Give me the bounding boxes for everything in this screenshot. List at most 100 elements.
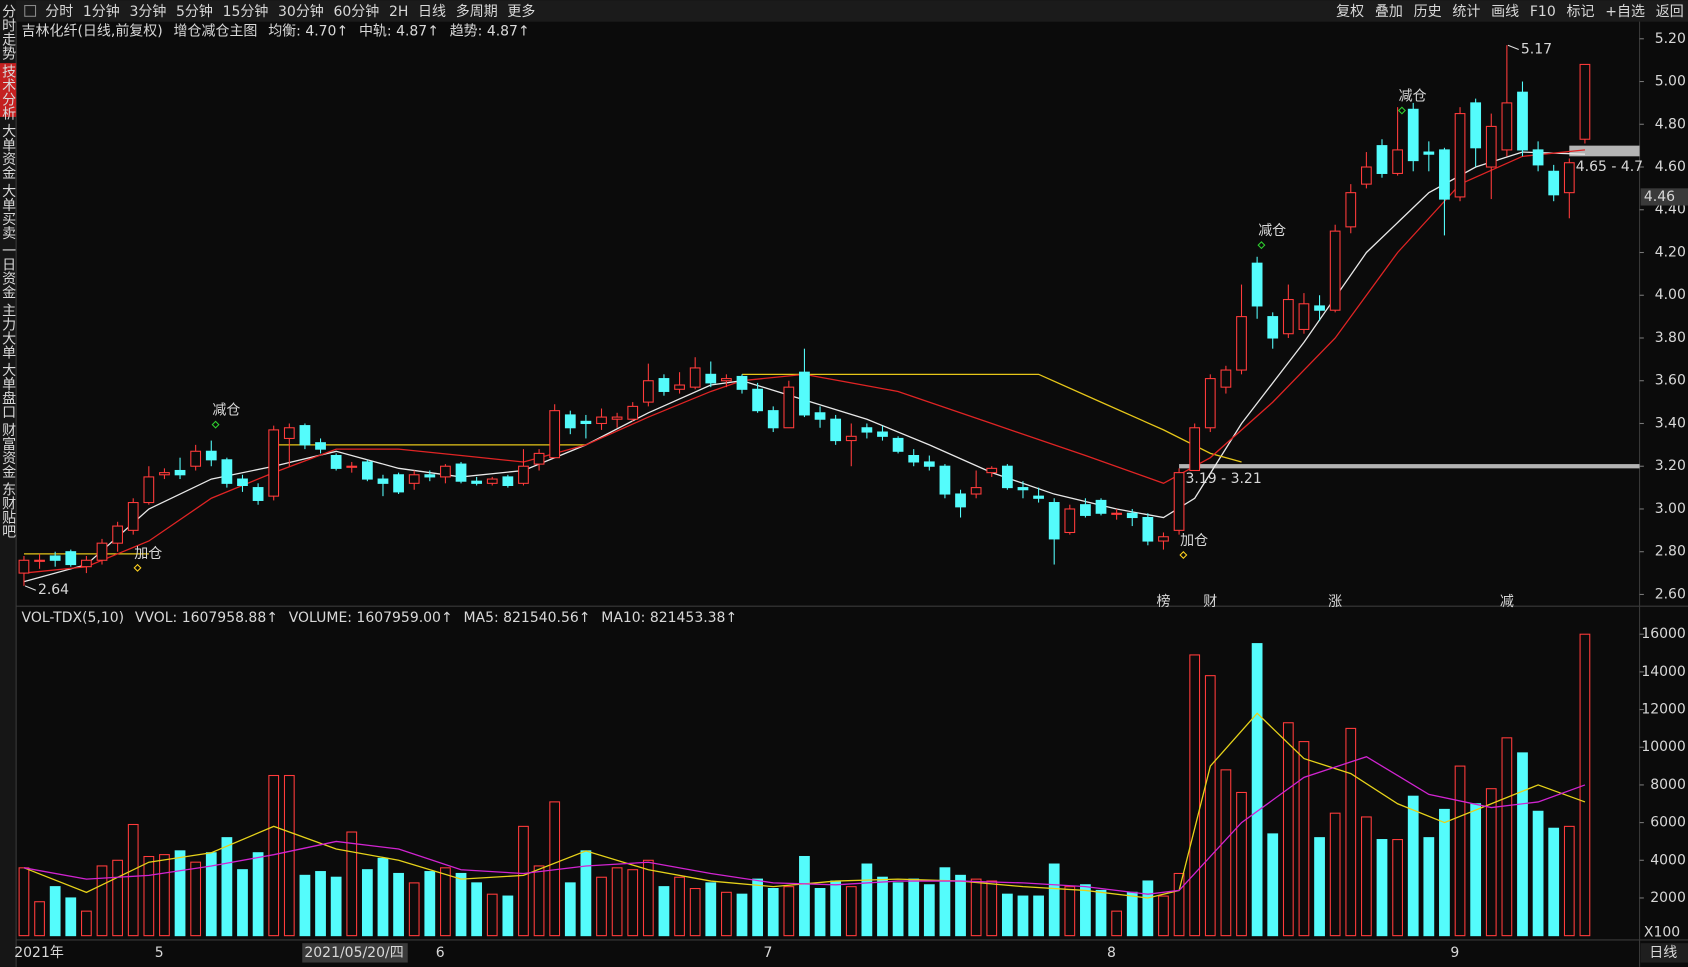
legend-text: 中轨: 4.87↑ bbox=[359, 23, 439, 39]
candle-body bbox=[65, 551, 77, 566]
toolbar-tab[interactable]: 60分钟 bbox=[333, 3, 379, 20]
candle-body bbox=[1439, 149, 1450, 200]
volume-bar bbox=[1282, 722, 1294, 937]
y-tick-label: 3.40 bbox=[1655, 415, 1686, 431]
candle-body bbox=[1392, 149, 1403, 174]
legend-text: VOLUME: 1607959.00↑ bbox=[289, 610, 453, 626]
toolbar-button[interactable]: 叠加 bbox=[1375, 4, 1403, 20]
volume-bar bbox=[1298, 741, 1310, 937]
toolbar-button[interactable]: 复权 bbox=[1336, 3, 1364, 20]
toolbar bbox=[0, 0, 1688, 22]
volume-bar bbox=[408, 882, 420, 937]
sidebar bbox=[0, 0, 17, 967]
volume-bar bbox=[221, 837, 233, 937]
y-tick-label: 4.60 bbox=[1655, 159, 1686, 175]
volume-bar bbox=[1142, 880, 1154, 937]
candle-body bbox=[1298, 303, 1310, 330]
candle-body bbox=[1470, 102, 1482, 149]
candle-body bbox=[1314, 305, 1325, 311]
event-marker[interactable]: 财 bbox=[1203, 594, 1217, 610]
candle-body bbox=[315, 442, 326, 450]
toolbar-button[interactable]: F10 bbox=[1530, 4, 1556, 20]
toolbar-button[interactable]: +自选 bbox=[1605, 4, 1645, 20]
y-tick-label: 3.60 bbox=[1655, 373, 1686, 389]
toolbar-tab[interactable]: 分时 bbox=[45, 4, 73, 20]
sidebar-tab[interactable]: 东财贴吧 bbox=[0, 482, 16, 538]
toolbar-tab[interactable]: 更多 bbox=[507, 3, 535, 20]
candle-body bbox=[174, 469, 186, 476]
period-label[interactable]: 日线 bbox=[1649, 945, 1677, 961]
event-marker[interactable]: 减 bbox=[1500, 594, 1514, 610]
toolbar-button[interactable]: 历史 bbox=[1414, 4, 1442, 20]
sidebar-tab[interactable]: 主力大单 bbox=[0, 303, 16, 359]
sidebar-selected bbox=[0, 63, 17, 117]
sidebar-tab[interactable]: 大单资金 bbox=[0, 124, 16, 180]
legend-text: 均衡: 4.70↑ bbox=[268, 23, 348, 39]
sidebar-tab[interactable]: 技术分析 bbox=[0, 64, 16, 120]
volume-bar bbox=[627, 869, 639, 937]
sidebar-tab[interactable]: 分时走势 bbox=[0, 4, 16, 61]
volume-bar bbox=[596, 876, 607, 937]
volume-bar bbox=[455, 872, 467, 937]
candle-body bbox=[1485, 125, 1497, 168]
candle-body bbox=[330, 455, 342, 469]
sidebar-tab[interactable]: 一日资金 bbox=[0, 243, 16, 299]
toolbar-button[interactable]: 标记 bbox=[1567, 4, 1595, 20]
volume-bar bbox=[299, 874, 311, 937]
volume-bar bbox=[174, 850, 186, 937]
candle-body bbox=[549, 410, 561, 459]
y-tick-label: 3.00 bbox=[1655, 501, 1686, 517]
legend-text: MA10: 821453.38↑ bbox=[601, 610, 737, 626]
candle-body bbox=[892, 437, 904, 452]
candle-body bbox=[721, 378, 732, 382]
toolbar-tab[interactable]: 2H bbox=[389, 4, 408, 20]
volume-bar bbox=[1392, 839, 1403, 937]
candle-body bbox=[1267, 316, 1279, 339]
toolbar-tab[interactable]: 日线 bbox=[418, 4, 446, 20]
sidebar-tab[interactable]: 财富资金 bbox=[0, 423, 16, 479]
y-tick-label: 4.40 bbox=[1655, 202, 1686, 218]
candle-body bbox=[455, 463, 467, 482]
volume-bar bbox=[1517, 752, 1528, 937]
extreme-leader bbox=[1507, 44, 1519, 50]
toolbar-button[interactable]: 返回 bbox=[1656, 4, 1684, 20]
toolbar-tab[interactable]: 5分钟 bbox=[176, 3, 213, 20]
sidebar-tab[interactable]: 大单买卖 bbox=[0, 184, 16, 240]
candle-body bbox=[1204, 378, 1216, 429]
volume-bar bbox=[112, 859, 123, 937]
candle-body bbox=[1001, 465, 1013, 489]
candle-body bbox=[580, 420, 592, 425]
signal-marker bbox=[1397, 106, 1406, 115]
candle-body bbox=[237, 478, 248, 487]
y-tick-label: 5.20 bbox=[1655, 31, 1686, 47]
candle-body bbox=[1080, 504, 1091, 516]
event-marker[interactable]: 榜 bbox=[1156, 593, 1170, 610]
candle-body bbox=[752, 388, 763, 412]
toolbar-tab[interactable]: 1分钟 bbox=[83, 3, 120, 20]
toolbar-tab[interactable]: 15分钟 bbox=[223, 3, 269, 20]
volume-bar bbox=[81, 910, 92, 937]
candle-body bbox=[440, 465, 451, 478]
volume-bar bbox=[1111, 910, 1123, 937]
legend-text: 增仓减仓主图 bbox=[174, 23, 258, 39]
volume-bar bbox=[1220, 769, 1232, 937]
toolbar-icon[interactable] bbox=[24, 4, 37, 17]
signal-label: 减仓 bbox=[1258, 223, 1286, 239]
toolbar-button[interactable]: 画线 bbox=[1491, 4, 1519, 20]
price-range bbox=[1179, 464, 1640, 469]
x-tick-label: 9 bbox=[1450, 945, 1459, 961]
y-tick-label: 8000 bbox=[1650, 777, 1686, 793]
y-tick-label: 3.20 bbox=[1655, 458, 1686, 474]
sidebar-tab[interactable]: 大单盘口 bbox=[0, 363, 16, 419]
candle-body bbox=[393, 474, 404, 493]
volume-bar bbox=[1314, 837, 1325, 937]
period-box bbox=[1640, 943, 1688, 963]
toolbar-button[interactable]: 统计 bbox=[1452, 4, 1480, 20]
candle-body bbox=[221, 459, 233, 484]
event-marker[interactable]: 涨 bbox=[1328, 594, 1342, 610]
toolbar-tab[interactable]: 3分钟 bbox=[129, 3, 166, 20]
volume-bar bbox=[845, 886, 857, 937]
toolbar-tab[interactable]: 多周期 bbox=[456, 3, 498, 20]
toolbar-tab[interactable]: 30分钟 bbox=[278, 3, 324, 20]
